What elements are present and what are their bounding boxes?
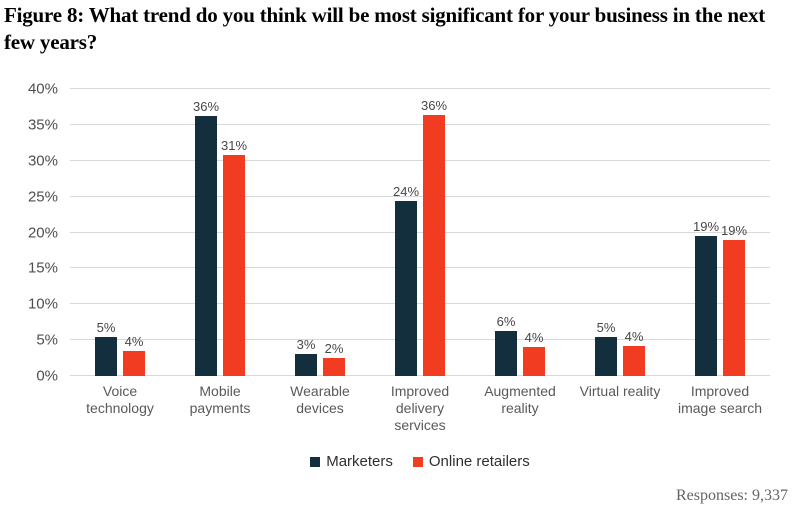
y-tick-label-30%: 30% xyxy=(27,152,58,170)
bar-group-voice-technology: 5% 4% xyxy=(70,89,170,376)
bar-value-label: 3% xyxy=(296,336,316,352)
gridline-0% xyxy=(70,375,770,376)
bar-marketers-mobile-payments: 36% xyxy=(193,99,219,376)
bar-online-retailers-augmented-reality: 4% xyxy=(523,330,545,376)
bar-group-wearable-devices: 3% 2% xyxy=(270,89,370,376)
bar-group-augmented-reality: 6% 4% xyxy=(470,89,570,376)
bar-value-label: 6% xyxy=(496,313,516,329)
bar-value-label: 36% xyxy=(192,99,220,115)
bar-marketers-virtual-reality: 5% xyxy=(595,320,617,376)
bar-value-label: 5% xyxy=(596,319,616,335)
bar-value-label: 19% xyxy=(720,223,748,239)
bar-marketers-improved-image-search: 19% xyxy=(693,219,719,376)
bar-group-mobile-payments: 36% 31% xyxy=(170,89,270,376)
legend-item-online-retailers: Online retailers xyxy=(412,453,530,470)
x-category-label-mobile-payments: Mobile payments xyxy=(189,383,251,416)
bar-value-label: 4% xyxy=(124,333,144,349)
y-tick-label-15%: 15% xyxy=(27,259,58,277)
bar-value-label: 24% xyxy=(392,183,420,199)
gridline-40% xyxy=(70,88,770,89)
bar-online-retailers-voice-technology: 4% xyxy=(123,334,145,376)
gridline-35% xyxy=(70,123,770,125)
plot-area: 5% 4% 36% 31% 3% 2% 24% 36% 6% 4% 5% 4% 19% 19% xyxy=(70,88,770,376)
bar-group-improved-image-search: 19% 19% xyxy=(670,89,770,376)
bar-value-label: 36% xyxy=(420,97,448,113)
x-category-label-virtual-reality: Virtual reality xyxy=(579,383,661,399)
bar-group-improved-delivery-services: 24% 36% xyxy=(370,89,470,376)
chart-title: Figure 8: What trend do you think will b… xyxy=(4,3,766,55)
legend-swatch-icon xyxy=(310,456,321,467)
legend-label: Online retailers xyxy=(428,453,530,470)
bar-value-label: 2% xyxy=(324,341,344,357)
x-category-label-wearable-devices: Wearable devices xyxy=(290,383,350,416)
gridline-5% xyxy=(70,339,770,341)
bar-value-label: 5% xyxy=(96,320,116,336)
gridline-10% xyxy=(70,303,770,305)
bar-online-retailers-wearable-devices: 2% xyxy=(323,341,345,376)
bar-value-label: 19% xyxy=(692,219,720,235)
y-tick-label-10%: 10% xyxy=(27,295,58,313)
x-category-label-improved-image-search: Improved image search xyxy=(677,383,763,416)
y-tick-label-25%: 25% xyxy=(27,188,58,206)
legend-item-marketers: Marketers xyxy=(310,453,393,470)
y-tick-label-40%: 40% xyxy=(27,80,58,98)
legend-label: Marketers xyxy=(326,453,393,470)
gridline-30% xyxy=(70,159,770,161)
y-axis: 0% 5% 10% 15% 20% 25% 30% 35% 40% xyxy=(0,81,58,385)
bar-value-label: 31% xyxy=(220,138,248,154)
legend-swatch-icon xyxy=(412,456,423,467)
bar-online-retailers-virtual-reality: 4% xyxy=(623,329,645,376)
y-tick-label-5%: 5% xyxy=(36,331,58,349)
bar-marketers-wearable-devices: 3% xyxy=(295,337,317,376)
bar-group-virtual-reality: 5% 4% xyxy=(570,89,670,376)
gridline-25% xyxy=(70,195,770,197)
legend: Marketers Online retailers xyxy=(70,453,770,470)
bar-online-retailers-improved-image-search: 19% xyxy=(721,223,747,376)
responses-note: Responses: 9,337 xyxy=(676,487,788,504)
bar-online-retailers-mobile-payments: 31% xyxy=(221,138,247,376)
gridline-20% xyxy=(70,231,770,233)
y-tick-label-0%: 0% xyxy=(36,367,58,385)
bar-marketers-augmented-reality: 6% xyxy=(495,314,517,376)
y-tick-label-35%: 35% xyxy=(27,116,58,134)
bar-online-retailers-improved-delivery-services: 36% xyxy=(421,98,447,376)
bar-marketers-improved-delivery-services: 24% xyxy=(393,184,419,376)
x-axis: Voice technology Mobile payments Wearable … xyxy=(70,383,770,434)
x-category-label-voice-technology: Voice technology xyxy=(86,383,154,416)
bar-value-label: 4% xyxy=(624,328,644,344)
x-category-label-improved-delivery-services: Improved delivery services xyxy=(390,383,450,433)
y-tick-label-20%: 20% xyxy=(27,224,58,241)
bar-marketers-voice-technology: 5% xyxy=(95,320,117,376)
gridline-15% xyxy=(70,267,770,269)
bar-value-label: 4% xyxy=(524,329,544,345)
x-category-label-augmented-reality: Augmented reality xyxy=(484,383,556,416)
